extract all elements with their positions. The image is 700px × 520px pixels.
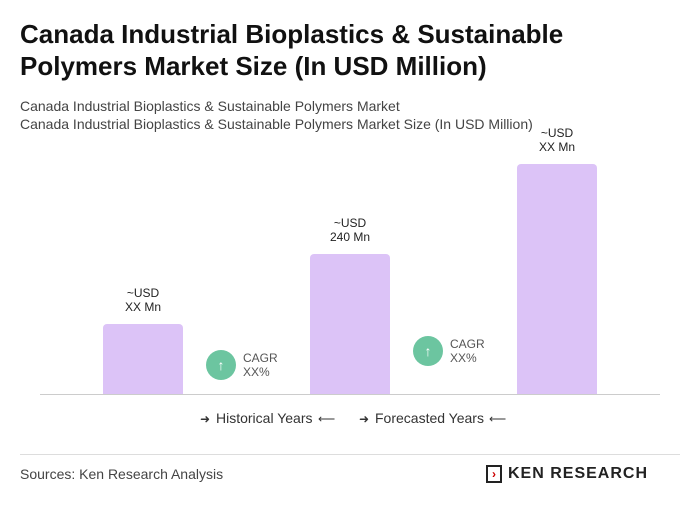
- value-label: ~USD 240 Mn: [329, 215, 371, 244]
- cagr-icon: ↑: [413, 336, 443, 366]
- separator: [20, 454, 680, 455]
- cagr-annotation: CAGR XX%: [243, 351, 278, 379]
- value-label: ~USD XX Mn: [538, 126, 575, 154]
- arrow-icon: ⟵: [318, 412, 336, 426]
- logo: KEN RESEARCH: [508, 465, 649, 482]
- legend-entry: Forecasted Years: [375, 410, 484, 426]
- subtitle: Canada Industrial Bioplastics & Sustaina…: [20, 116, 533, 132]
- value-label: ~USD XX Mn: [124, 285, 161, 314]
- subtitle: Canada Industrial Bioplastics & Sustaina…: [20, 98, 400, 114]
- chart-title: Canada Industrial Bioplastics & Sustaina…: [20, 19, 564, 81]
- legend-entry: Historical Years: [216, 410, 313, 426]
- arrow-icon: ➜: [359, 412, 370, 426]
- cagr-annotation: CAGR XX%: [450, 337, 485, 365]
- arrow-icon: ➜: [200, 412, 211, 426]
- arrow-icon: ⟵: [489, 412, 507, 426]
- bar: [517, 164, 597, 394]
- cagr-icon: ↑: [206, 350, 236, 380]
- bar: [310, 253, 390, 394]
- logo-icon: ›: [486, 465, 502, 483]
- bar: [103, 323, 183, 394]
- source: Sources: Ken Research Analysis: [20, 466, 224, 482]
- baseline: [40, 394, 660, 395]
